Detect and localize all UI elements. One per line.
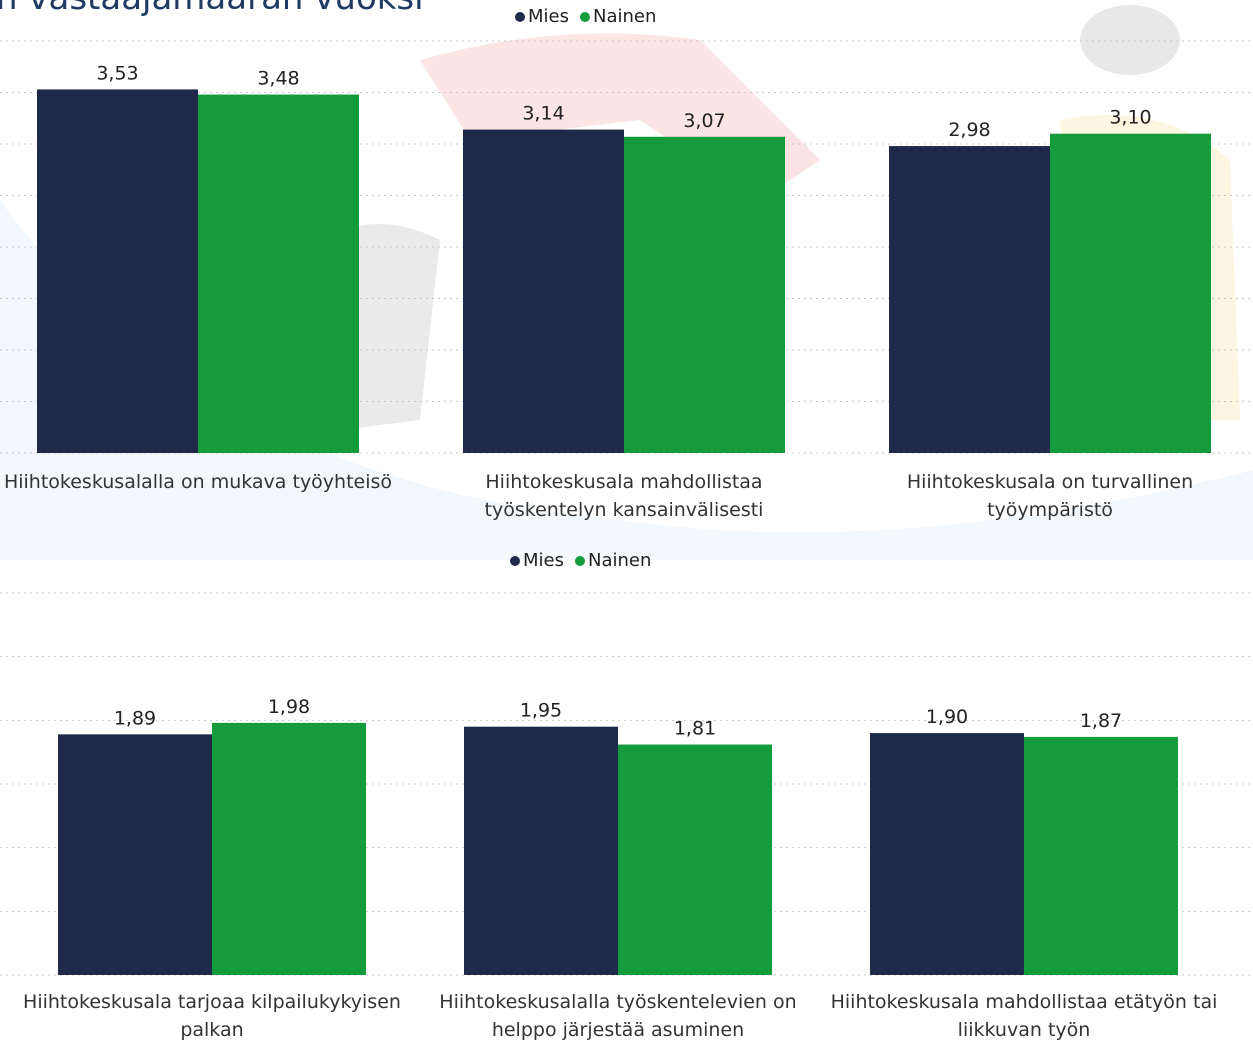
bar <box>1024 736 1178 975</box>
value-label: 3,10 <box>1109 107 1151 129</box>
legend-label: Mies <box>528 6 569 27</box>
bar <box>58 734 212 975</box>
value-label: 2,98 <box>948 119 990 141</box>
bar <box>463 129 624 453</box>
legend-marker <box>574 556 585 566</box>
category-label: Hiihtokeskusala on turvallinen työympäri… <box>906 471 1194 521</box>
legend-label: Mies <box>523 550 564 571</box>
bar <box>1050 133 1211 453</box>
category-label: Hiihtokeskusala mahdollistaa etätyön tai… <box>830 991 1218 1041</box>
bar <box>870 733 1024 975</box>
bar <box>198 94 359 453</box>
category-label: Hiihtokeskusalalla on mukava työyhteisö <box>3 471 393 493</box>
bar <box>464 726 618 975</box>
value-label: 1,81 <box>674 718 716 740</box>
value-label: 1,98 <box>268 696 310 718</box>
value-label: 3,14 <box>522 103 564 125</box>
value-label: 3,53 <box>96 62 138 84</box>
category-label: Hiihtokeskusala mahdollistaa työskentely… <box>484 471 764 521</box>
value-label: 1,90 <box>926 706 968 728</box>
value-label: 3,07 <box>683 110 725 132</box>
bar <box>624 136 785 454</box>
value-label: 3,48 <box>257 68 299 90</box>
value-label: 1,95 <box>520 700 562 722</box>
value-label: 1,87 <box>1080 710 1122 732</box>
bar <box>37 89 198 453</box>
bar <box>212 722 366 975</box>
bar <box>618 744 772 975</box>
bar <box>889 146 1050 453</box>
legend-label: Nainen <box>593 6 656 27</box>
value-label: 1,89 <box>114 707 156 729</box>
legend-marker <box>579 12 590 22</box>
legend-marker <box>515 12 525 22</box>
category-label: Hiihtokeskusalalla työskentelevien on he… <box>439 991 797 1041</box>
category-label: Hiihtokeskusala tarjoaa kilpailukykyisen… <box>23 991 401 1041</box>
legend-marker <box>510 556 520 566</box>
page-title: n vastaajamäärän vuoksi <box>0 0 424 18</box>
legend-label: Nainen <box>588 550 651 571</box>
